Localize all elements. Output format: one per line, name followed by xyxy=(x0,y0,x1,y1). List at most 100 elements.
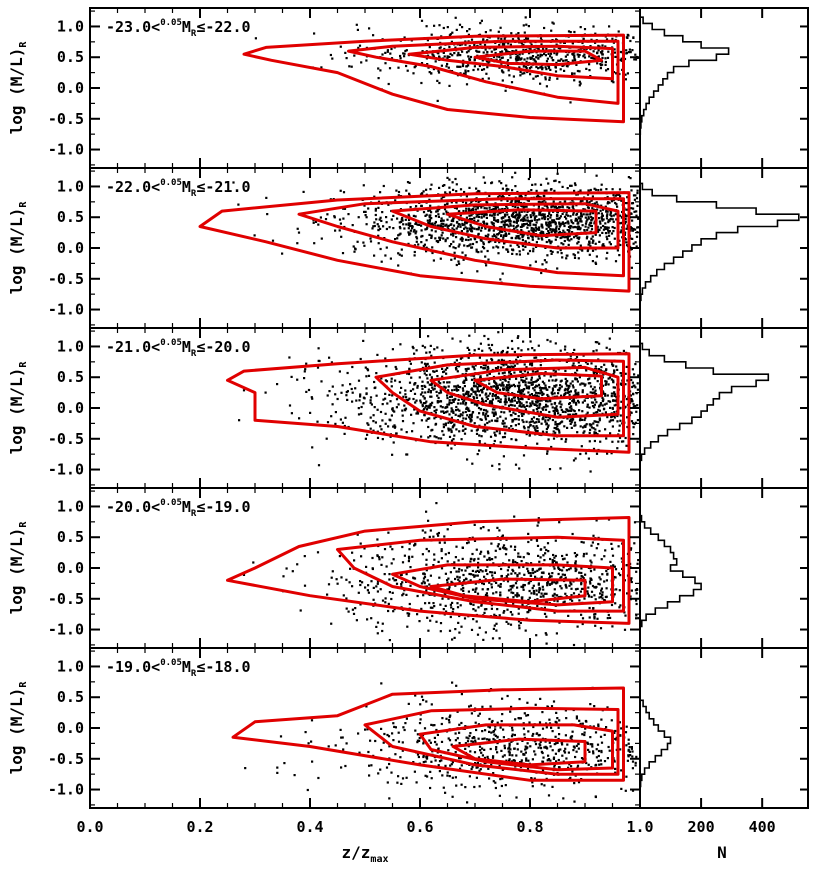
data-point xyxy=(608,201,611,204)
data-point xyxy=(532,589,535,593)
data-point xyxy=(426,616,429,619)
data-point xyxy=(595,401,598,404)
data-point xyxy=(612,364,615,367)
data-point xyxy=(340,391,343,394)
data-point xyxy=(344,416,347,419)
data-point xyxy=(508,232,511,235)
data-point xyxy=(592,371,595,374)
data-point xyxy=(487,337,490,341)
data-point xyxy=(548,78,551,81)
data-point xyxy=(527,25,530,28)
data-point xyxy=(406,69,409,72)
data-point xyxy=(493,613,496,616)
data-point xyxy=(574,392,577,395)
data-point xyxy=(523,215,526,218)
data-point xyxy=(512,224,515,227)
data-point xyxy=(530,562,533,565)
data-point xyxy=(588,440,591,443)
data-point xyxy=(573,225,576,229)
data-point xyxy=(557,412,560,415)
data-point xyxy=(588,253,591,256)
data-point xyxy=(631,422,635,425)
data-point xyxy=(479,22,482,25)
data-point xyxy=(476,416,479,419)
data-point xyxy=(543,217,546,221)
data-point xyxy=(518,624,521,627)
data-point xyxy=(505,248,508,251)
data-point xyxy=(636,440,639,443)
data-point xyxy=(365,223,368,226)
data-point xyxy=(506,580,510,583)
data-point xyxy=(555,214,559,217)
data-point xyxy=(632,433,635,436)
data-point xyxy=(518,53,521,56)
data-point xyxy=(511,561,515,564)
data-point xyxy=(506,346,510,349)
data-point xyxy=(583,399,586,402)
data-point xyxy=(635,214,638,217)
data-point xyxy=(426,39,429,42)
data-point xyxy=(498,432,501,435)
data-point xyxy=(436,79,439,82)
data-point xyxy=(430,236,433,239)
data-point xyxy=(514,237,517,240)
data-point xyxy=(395,432,398,435)
data-point xyxy=(420,81,423,85)
data-point xyxy=(473,349,476,352)
contour-level-2 xyxy=(347,39,620,105)
data-point xyxy=(477,347,480,350)
data-point xyxy=(428,583,431,586)
data-point xyxy=(524,381,527,384)
data-point xyxy=(593,586,596,589)
data-point xyxy=(557,566,560,569)
data-point xyxy=(483,215,486,218)
data-point xyxy=(545,85,548,88)
data-point xyxy=(496,384,499,387)
data-point xyxy=(432,224,435,227)
data-point xyxy=(555,427,558,430)
data-point xyxy=(500,195,503,198)
data-point xyxy=(606,210,609,213)
data-point xyxy=(552,59,555,62)
data-point xyxy=(567,225,571,229)
y-tick-label: 0.0 xyxy=(57,399,84,417)
data-point xyxy=(578,236,581,239)
data-point xyxy=(533,356,536,359)
data-point xyxy=(466,542,469,545)
data-point xyxy=(601,573,604,576)
data-point xyxy=(484,255,487,258)
data-point xyxy=(412,214,415,217)
data-point xyxy=(502,364,505,367)
data-point xyxy=(599,440,602,443)
data-point xyxy=(415,221,418,224)
data-point xyxy=(457,245,460,248)
data-point xyxy=(384,601,387,604)
data-point xyxy=(582,577,585,580)
data-point xyxy=(599,222,602,225)
data-point xyxy=(616,447,619,450)
data-point xyxy=(418,223,421,226)
data-point xyxy=(541,226,544,229)
data-point xyxy=(354,248,357,251)
data-point xyxy=(377,77,380,80)
data-point xyxy=(505,187,508,190)
data-point xyxy=(462,393,465,396)
data-point xyxy=(465,195,468,198)
data-point xyxy=(515,418,518,421)
data-point xyxy=(432,370,435,373)
data-point xyxy=(390,414,393,417)
data-point xyxy=(537,228,540,231)
data-point xyxy=(560,403,563,406)
data-point xyxy=(461,50,464,53)
data-point xyxy=(535,356,538,359)
data-point xyxy=(439,382,442,385)
data-point xyxy=(458,430,461,433)
data-point xyxy=(601,208,605,211)
data-point xyxy=(605,346,608,349)
data-point xyxy=(516,407,519,410)
data-point xyxy=(567,614,570,617)
data-point xyxy=(535,404,538,407)
data-point xyxy=(448,215,451,218)
data-point xyxy=(544,552,547,555)
data-point xyxy=(427,436,430,439)
